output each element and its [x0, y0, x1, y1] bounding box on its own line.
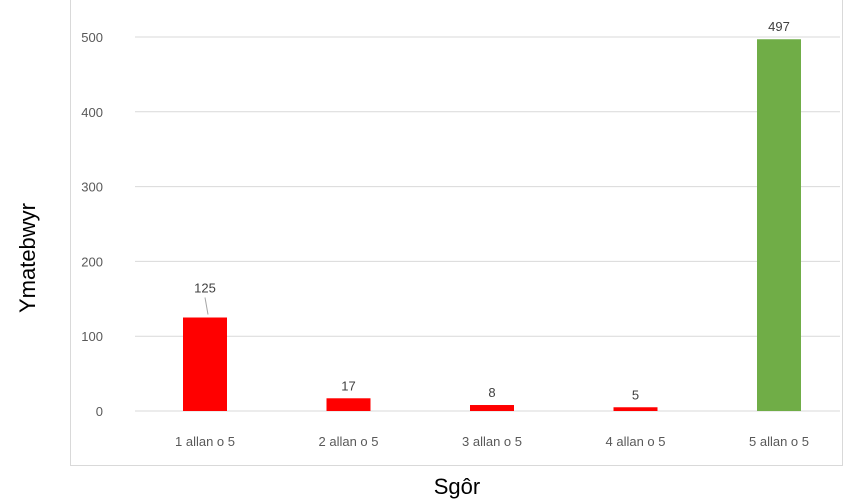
chart-area	[70, 0, 843, 466]
data-label: 125	[194, 281, 216, 296]
x-tick-label: 2 allan o 5	[319, 434, 379, 449]
y-tick-label: 100	[81, 329, 103, 344]
y-tick-label: 400	[81, 105, 103, 120]
leader-line	[204, 297, 209, 315]
x-tick-label: 5 allan o 5	[749, 434, 809, 449]
x-tick-label: 1 allan o 5	[175, 434, 235, 449]
y-tick-label: 200	[81, 254, 103, 269]
bar	[757, 39, 801, 412]
data-label: 17	[341, 378, 355, 393]
bar	[470, 405, 514, 411]
data-label: 8	[488, 385, 495, 400]
data-label: 5	[632, 387, 639, 402]
bar	[326, 398, 371, 411]
x-tick-label: 3 allan o 5	[462, 434, 522, 449]
y-axis-title: Ymatebwyr	[15, 202, 40, 314]
bar	[183, 317, 227, 411]
y-tick-label: 300	[81, 180, 103, 195]
bar	[613, 407, 658, 411]
y-tick-label: 500	[81, 30, 103, 45]
x-tick-label: 4 allan o 5	[606, 434, 666, 449]
data-label: 497	[768, 19, 790, 34]
y-tick-label: 0	[96, 404, 103, 419]
x-axis-title: Sgôr	[433, 474, 481, 499]
